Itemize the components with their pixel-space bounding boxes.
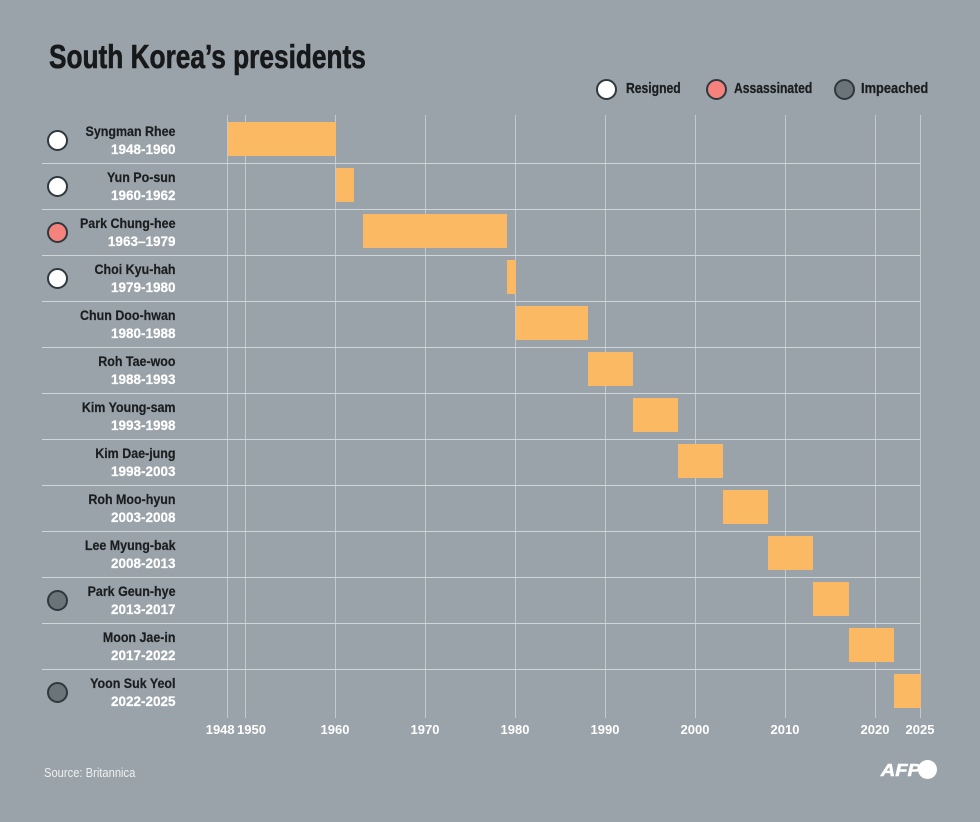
svg-text:AFP: AFP: [880, 760, 922, 779]
